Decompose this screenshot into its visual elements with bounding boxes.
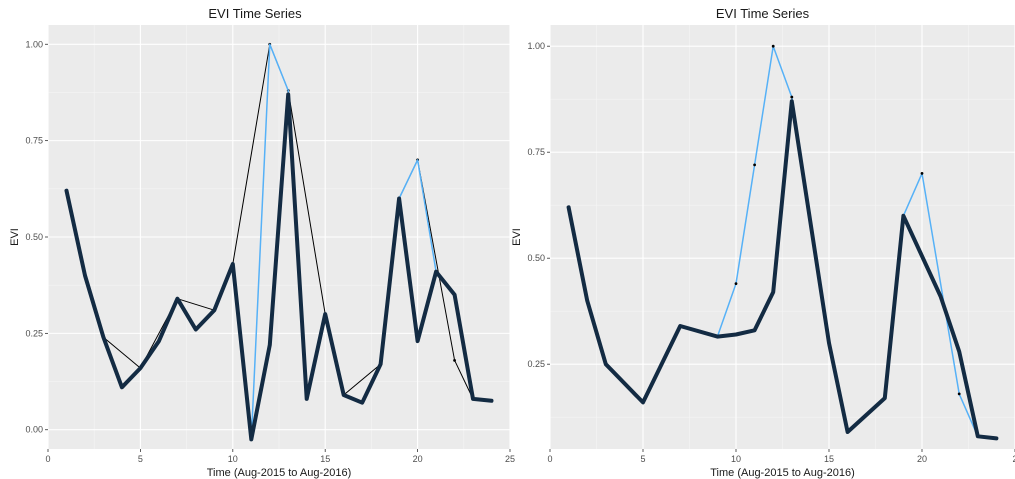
y-tick-label: 0.75 bbox=[527, 147, 545, 157]
data-point bbox=[753, 163, 756, 167]
y-axis-label: EVI bbox=[9, 228, 21, 246]
data-point bbox=[734, 282, 738, 286]
chart-title: EVI Time Series bbox=[715, 6, 810, 21]
x-tick-label: 5 bbox=[138, 454, 143, 464]
x-tick-label: 25 bbox=[505, 454, 515, 464]
y-tick-label: 1.00 bbox=[527, 41, 545, 51]
y-tick-label: 1.00 bbox=[25, 39, 43, 49]
data-point bbox=[920, 172, 924, 175]
x-tick-label: 20 bbox=[413, 454, 423, 464]
chart-title: EVI Time Series bbox=[208, 6, 302, 21]
x-axis-label: Time (Aug-2015 to Aug-2016) bbox=[710, 467, 855, 479]
chart-panel-right: EVI Time Series 0 5 10 15 20 2 0.25 0.50 0.75 1.0… bbox=[510, 0, 1015, 479]
chart-svg-right: 0 5 10 15 20 2 0.25 0.50 0.75 1.00 Time (Aug-2015 … bbox=[511, 25, 1015, 479]
data-point bbox=[771, 44, 775, 48]
y-tick-label: 0.50 bbox=[25, 232, 43, 242]
y-tick-label: 0.25 bbox=[25, 328, 43, 338]
chart-panel-left: EVI Time Series 0 5 10 15 20 25 0.00 0.25 0.50 0.… bbox=[9, 6, 515, 479]
y-tick-label: 0.00 bbox=[25, 425, 43, 435]
x-axis-label: Time (Aug-2015 to Aug-2016) bbox=[207, 467, 352, 479]
x-tick-label: 15 bbox=[320, 454, 330, 464]
x-tick-label: 0 bbox=[45, 454, 50, 464]
x-tick-label: 20 bbox=[917, 454, 927, 464]
y-tick-label: 0.75 bbox=[25, 136, 43, 146]
y-tick-label: 0.50 bbox=[527, 253, 545, 263]
x-tick-label: 10 bbox=[228, 454, 238, 464]
x-tick-label: 0 bbox=[547, 454, 552, 464]
x-tick-label: 5 bbox=[640, 454, 645, 464]
data-point bbox=[453, 358, 456, 362]
x-tick-label: 15 bbox=[824, 454, 834, 464]
data-point bbox=[957, 392, 961, 396]
series-line-2 bbox=[64, 92, 494, 442]
data-point bbox=[790, 95, 794, 99]
y-tick-label: 0.25 bbox=[527, 359, 545, 369]
x-tick-label: 2 bbox=[1012, 454, 1015, 464]
y-axis-label: EVI bbox=[511, 228, 523, 246]
series-line-1 bbox=[566, 99, 999, 441]
x-tick-label: 10 bbox=[731, 454, 741, 464]
chart-svg-left: 0 5 10 15 20 25 0.00 0.25 0.50 0.75 1.00 Time (Aug-… bbox=[9, 25, 515, 479]
